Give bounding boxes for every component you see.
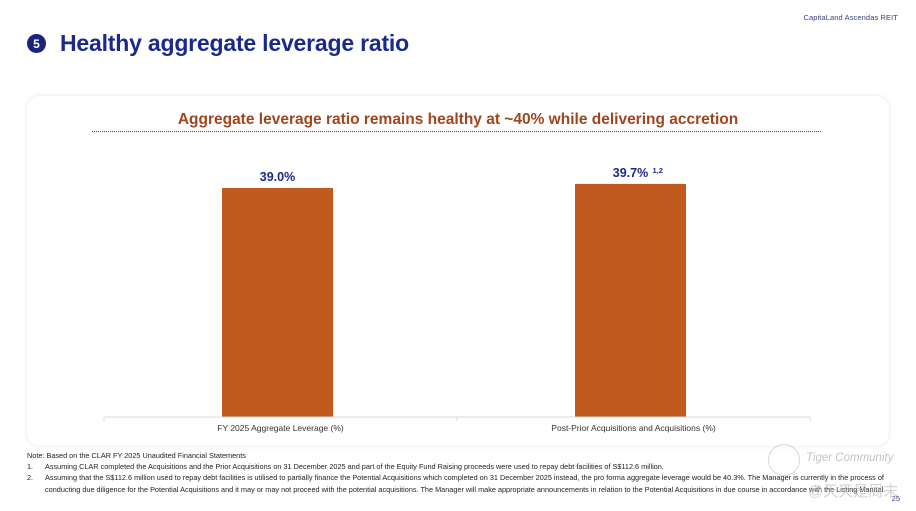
chart-card — [26, 95, 890, 447]
bar-1 — [222, 188, 333, 417]
note-intro: Note: Based on the CLAR FY 2025 Unaudite… — [27, 451, 246, 460]
title-divider — [92, 131, 821, 132]
page-title: Healthy aggregate leverage ratio — [60, 30, 409, 56]
watermark-handle: @天天是周末 — [808, 483, 899, 500]
title-row: 5 Healthy aggregate leverage ratio — [27, 30, 409, 57]
footnote-text: Assuming CLAR completed the Acquisitions… — [45, 462, 664, 472]
footnote-text: Assuming that the S$112.6 million used t… — [45, 473, 886, 494]
watermark-logo-icon — [768, 444, 800, 476]
footnote-index: 2. — [27, 473, 34, 483]
data-label-2: 39.7% — [613, 166, 648, 180]
data-label-1: 39.0% — [260, 170, 295, 184]
watermark-text: Tiger Community — [806, 452, 894, 464]
category-label-1: FY 2025 Aggregate Leverage (%) — [217, 423, 344, 433]
data-label-superscript: 1,2 — [653, 166, 663, 175]
bar-2 — [575, 183, 686, 417]
section-number-badge: 5 — [27, 34, 46, 53]
footnote-1: 1. Assuming CLAR completed the Acquisiti… — [27, 461, 897, 472]
footnote-2: 2. Assuming that the S$112.6 million use… — [27, 472, 897, 494]
category-label-2: Post-Prior Acquisitions and Acquisitions… — [551, 423, 716, 433]
chart-title: Aggregate leverage ratio remains healthy… — [177, 111, 739, 128]
page-number: 25 — [891, 494, 900, 503]
footnotes: Note: Based on the CLAR FY 2025 Unaudite… — [27, 450, 897, 495]
brand-name: CapitaLand Ascendas REIT — [803, 13, 898, 22]
footnote-index: 1. — [27, 462, 34, 472]
